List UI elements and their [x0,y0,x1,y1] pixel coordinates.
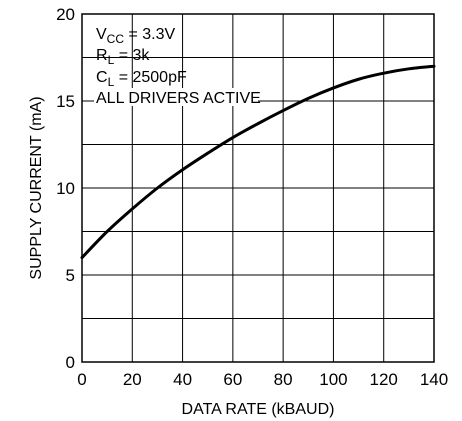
y-tick-label: 15 [56,92,75,111]
annotation-cl: CL = 2500pF [96,69,187,89]
y-tick-label: 10 [56,179,75,198]
x-tick-labels: 0 20 40 60 80 100 120 140 [77,370,448,389]
y-tick-label: 5 [66,266,75,285]
x-axis-title: DATA RATE (kBAUD) [182,401,335,418]
x-tick-label: 100 [319,370,347,389]
y-axis-title: SUPPLY CURRENT (mA) [28,96,45,279]
x-tick-label: 60 [223,370,242,389]
plot-frame [81,13,435,363]
y-tick-label: 0 [66,353,75,372]
x-tick-label: 80 [274,370,293,389]
y-tick-labels: 0 5 10 15 20 [56,5,75,372]
annotation-vcc: VCC = 3.3V [96,26,175,46]
supply-current-line [80,64,436,260]
x-tick-label: 0 [77,370,86,389]
grid-lines [82,14,434,362]
annotation-drivers: ALL DRIVERS ACTIVE [96,90,261,107]
annotation-rl: RL = 3k [96,47,150,67]
x-tick-label: 140 [420,370,448,389]
x-tick-label: 40 [173,370,192,389]
x-tick-label: 20 [123,370,142,389]
y-tick-label: 20 [56,5,75,24]
annotation-drivers-bg [94,88,258,106]
x-tick-label: 120 [370,370,398,389]
